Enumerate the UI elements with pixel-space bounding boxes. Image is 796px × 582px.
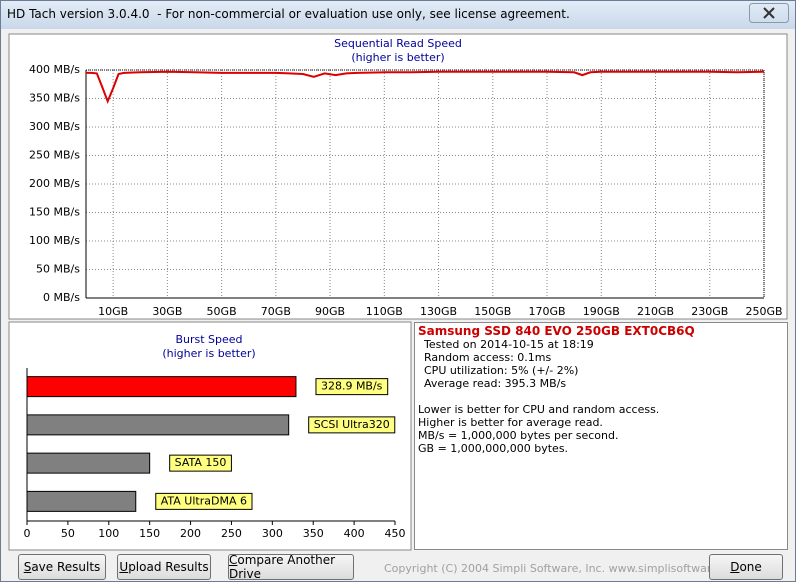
- y-tick-label: 350 MB/s: [29, 92, 80, 105]
- read-panel: [8, 33, 788, 320]
- bar: [26, 376, 297, 398]
- bar: [26, 452, 151, 474]
- category-label: ATA UltraDMA 6: [161, 494, 247, 507]
- x-tick-label: 300: [262, 527, 283, 540]
- note: Lower is better for CPU and random acces…: [418, 403, 660, 416]
- button-label: Save Results: [23, 560, 101, 574]
- y-tick-label: 0 MB/s: [43, 291, 80, 304]
- x-tick-label: 250: [221, 527, 242, 540]
- title-bar: HD Tach version 3.0.4.0 - For non-commer…: [1, 1, 795, 29]
- x-tick-label: 450: [385, 527, 406, 540]
- y-tick-label: 150 MB/s: [29, 206, 80, 219]
- test-detail: Tested on 2014-10-15 at 18:19: [424, 338, 594, 351]
- x-tick-label: 210GB: [637, 305, 674, 318]
- x-tick-label: 100: [98, 527, 119, 540]
- x-tick-label: 350: [303, 527, 324, 540]
- burst-panel: [8, 321, 412, 551]
- x-tick-label: 250GB: [745, 305, 782, 318]
- x-tick-label: 30GB: [152, 305, 182, 318]
- copyright: Copyright (C) 2004 Simpli Software, Inc.…: [384, 562, 745, 575]
- note: GB = 1,000,000,000 bytes.: [418, 442, 569, 455]
- bar: [26, 490, 137, 512]
- x-tick-label: 70GB: [261, 305, 291, 318]
- test-detail: Average read: 395.3 MB/s: [424, 377, 567, 390]
- test-detail: Random access: 0.1ms: [424, 351, 552, 364]
- bar: [26, 414, 290, 436]
- x-tick-label: 150GB: [474, 305, 511, 318]
- button-label: Compare Another Drive: [229, 553, 336, 581]
- x-tick-label: 190GB: [583, 305, 620, 318]
- charts: Sequential Read Speed(higher is better)4…: [8, 33, 788, 551]
- test-detail: CPU utilization: 5% (+/- 2%): [424, 364, 579, 377]
- x-tick-label: 150: [139, 527, 160, 540]
- note: Higher is better for average read.: [418, 416, 603, 429]
- x-tick-label: 170GB: [529, 305, 566, 318]
- note: MB/s = 1,000,000 bytes per second.: [418, 429, 619, 442]
- value-label: 328.9 MB/s: [321, 380, 383, 393]
- read-line: [86, 70, 765, 105]
- button-label: Upload Results: [119, 560, 209, 574]
- save-button[interactable]: Save Results: [18, 554, 106, 580]
- x-tick-label: 230GB: [691, 305, 728, 318]
- y-tick-label: 50 MB/s: [36, 263, 80, 276]
- info-panel: Samsung SSD 840 EVO 250GB EXT0CB6Q Tested…: [414, 322, 788, 550]
- bar-label-box: [315, 378, 389, 396]
- x-tick-label: 0: [24, 527, 31, 540]
- button-label: Done: [730, 560, 762, 574]
- chart-subtitle: (higher is better): [162, 347, 255, 360]
- compare-button[interactable]: Compare Another Drive: [228, 553, 354, 581]
- x-tick-label: 200: [180, 527, 201, 540]
- y-tick-label: 300 MB/s: [29, 120, 80, 133]
- category-label: SCSI Ultra320: [314, 418, 390, 431]
- x-tick-label: 90GB: [315, 305, 345, 318]
- window-title: HD Tach version 3.0.4.0 - For non-commer…: [7, 7, 570, 21]
- chart-subtitle: (higher is better): [351, 51, 444, 64]
- close-button[interactable]: [749, 3, 789, 25]
- x-tick-label: 50: [61, 527, 75, 540]
- category-label: SATA 150: [175, 456, 227, 469]
- bar-label-box: [308, 416, 396, 434]
- y-tick-label: 100 MB/s: [29, 234, 80, 247]
- y-tick-label: 250 MB/s: [29, 149, 80, 162]
- chart-title: Sequential Read Speed: [334, 37, 462, 50]
- chart-title: Burst Speed: [175, 333, 242, 346]
- done-button[interactable]: Done: [709, 554, 783, 580]
- drive-name: Samsung SSD 840 EVO 250GB EXT0CB6Q: [418, 324, 695, 338]
- y-tick-label: 200 MB/s: [29, 177, 80, 190]
- bar-label-box: [169, 454, 232, 472]
- x-tick-label: 50GB: [207, 305, 237, 318]
- x-tick-label: 400: [344, 527, 365, 540]
- x-tick-label: 130GB: [420, 305, 457, 318]
- x-tick-label: 110GB: [366, 305, 403, 318]
- y-tick-label: 400 MB/s: [29, 63, 80, 76]
- x-tick-label: 10GB: [98, 305, 128, 318]
- upload-button[interactable]: Upload Results: [117, 554, 211, 580]
- bar-label-box: [155, 492, 253, 510]
